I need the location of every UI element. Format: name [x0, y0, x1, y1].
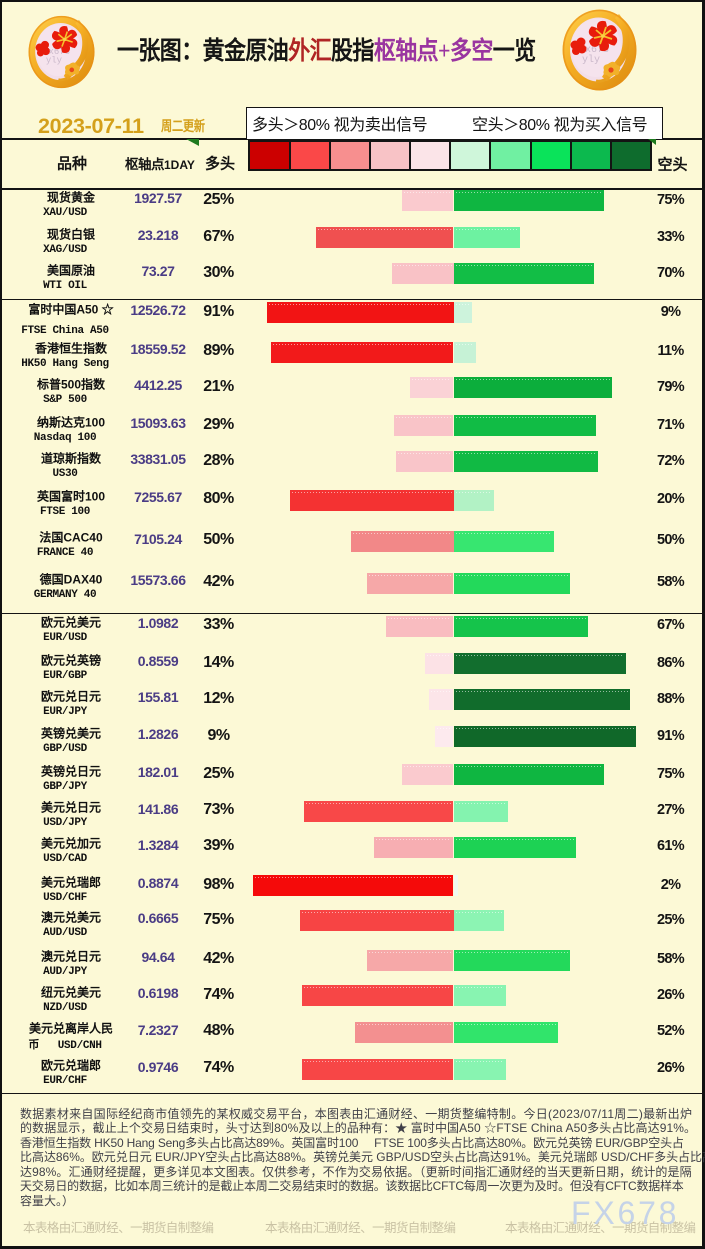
- svg-text:yly: yly: [46, 56, 63, 66]
- svg-text:yly: yly: [582, 54, 600, 66]
- svg-text:fx678: fx678: [43, 47, 70, 57]
